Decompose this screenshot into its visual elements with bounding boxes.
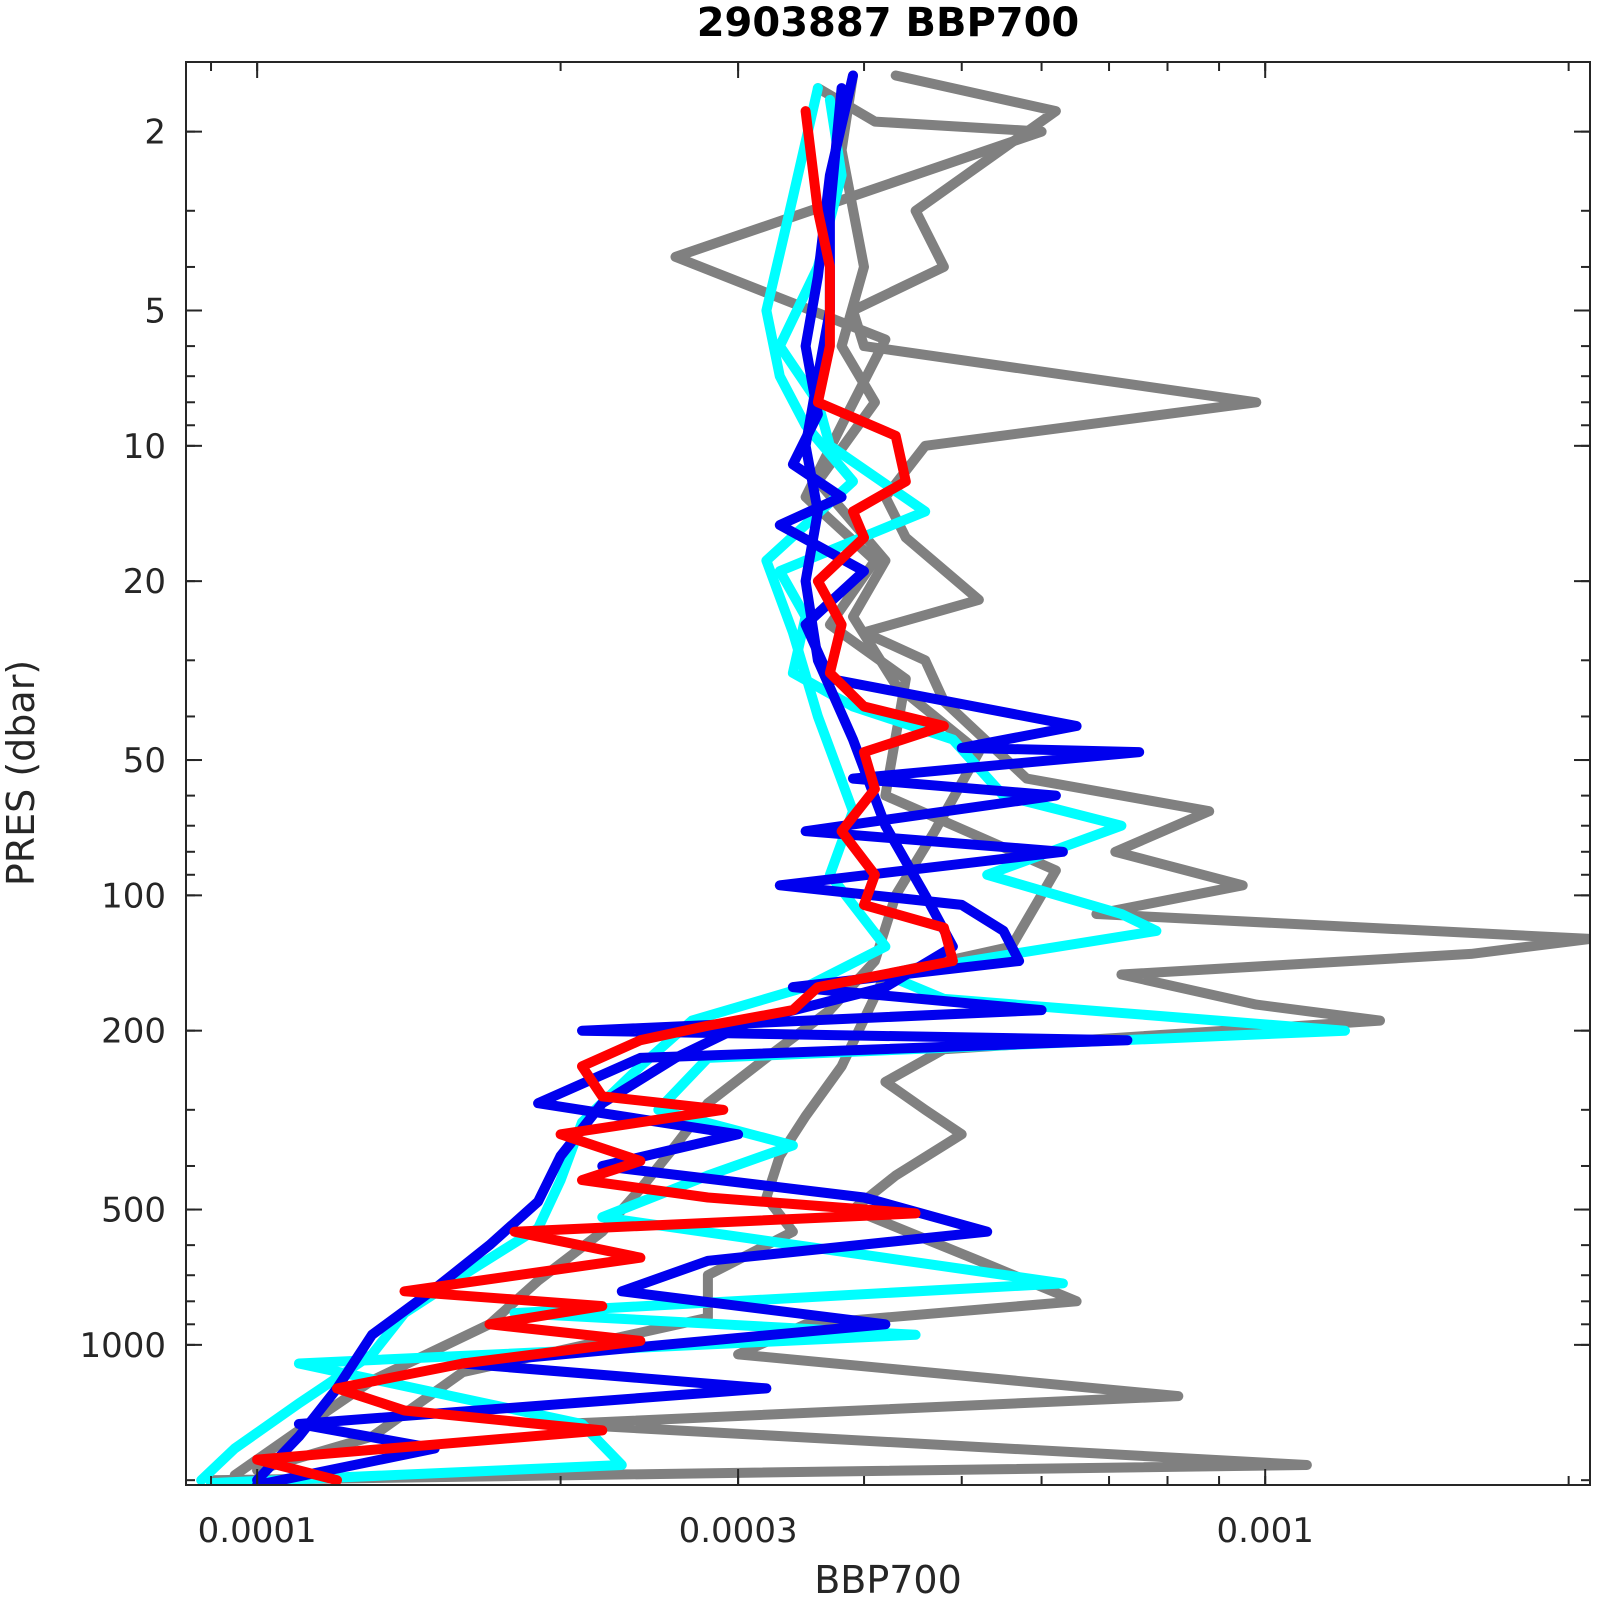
y-tick-label: 20: [123, 562, 166, 602]
y-tick-label: 2: [144, 113, 166, 153]
x-tick-label: 0.0001: [198, 1511, 317, 1551]
x-tick-label: 0.001: [1217, 1511, 1314, 1551]
profile-line-blue-6: [252, 70, 1145, 1485]
y-tick-label: 1000: [79, 1326, 166, 1366]
plot-frame: [185, 61, 1591, 1486]
y-tick-label: 200: [101, 1012, 166, 1052]
y-tick-label: 500: [101, 1191, 166, 1231]
chart-title: 2903887 BBP700: [697, 0, 1080, 46]
series-layer: [196, 70, 1590, 1485]
y-tick-label: 100: [101, 876, 166, 916]
x-tick-label: 0.0003: [679, 1511, 798, 1551]
y-tick-label: 5: [144, 292, 166, 332]
profile-line-red-8: [252, 106, 958, 1485]
profile-line-grey-3: [229, 70, 984, 1481]
y-tick-label: 50: [123, 741, 166, 781]
profile-line-grey-1: [206, 70, 1590, 1485]
y-tick-label: 10: [123, 427, 166, 467]
profile-line-cyan-4: [206, 94, 1350, 1485]
x-axis-label: BBP700: [814, 1558, 962, 1602]
profile-line-blue-7: [252, 83, 958, 1485]
tick-layer: 0.0001 0.0003 0.001 2 5 10 20 50 100 200 500 1000: [79, 62, 1590, 1551]
y-axis-label: PRES (dbar): [0, 660, 43, 886]
